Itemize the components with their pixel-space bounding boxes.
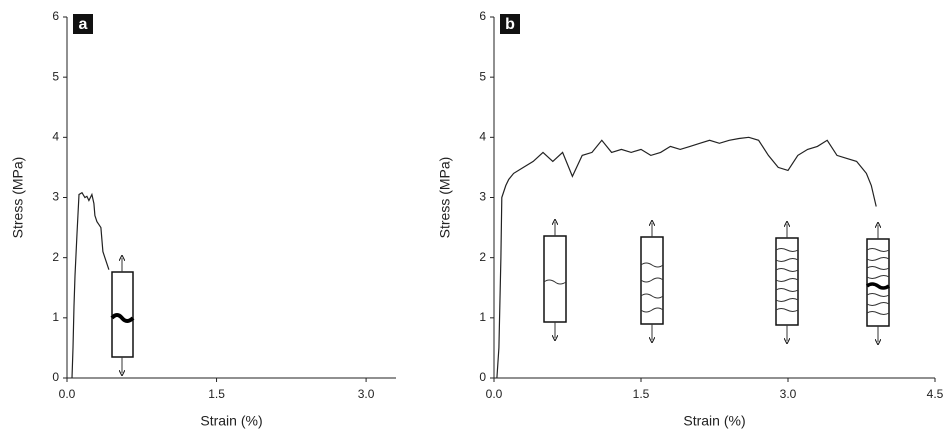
specimen-inset [865,225,890,342]
x-axis-title: Strain (%) [683,413,745,429]
y-tick-label: 2 [52,250,59,264]
x-tick-label: 0.0 [59,387,76,401]
specimen-inset [110,258,135,373]
y-tick-label: 0 [52,370,59,384]
panel-label-box [500,14,520,34]
stress-strain-curve [71,191,110,379]
y-tick-label: 4 [479,130,486,144]
panel-label: a [79,16,88,33]
x-tick-label: 3.0 [780,387,797,401]
y-tick-label: 2 [479,250,486,264]
y-tick-label: 6 [479,9,486,23]
y-tick-label: 6 [52,9,59,23]
x-tick-label: 4.5 [927,387,944,401]
y-tick-label: 5 [479,69,486,83]
x-axis-title: Strain (%) [200,413,262,429]
y-tick-label: 0 [479,370,486,384]
specimen-inset [775,224,799,341]
specimen-inset [543,222,567,338]
panel-label-box [73,14,93,34]
x-tick-label: 1.5 [208,387,225,401]
y-tick-label: 1 [52,310,59,324]
y-axis-title: Stress (MPa) [437,157,453,239]
panel-label: b [505,16,515,33]
y-tick-label: 4 [52,130,59,144]
y-tick-label: 1 [479,310,486,324]
specimen-inset [640,223,664,340]
y-axis-title: Stress (MPa) [10,157,26,239]
y-tick-label: 5 [52,69,59,83]
y-tick-label: 3 [479,190,486,204]
y-tick-label: 3 [52,190,59,204]
x-tick-label: 0.0 [486,387,503,401]
stress-strain-curve [496,136,877,379]
x-tick-label: 1.5 [633,387,650,401]
x-tick-label: 3.0 [358,387,375,401]
